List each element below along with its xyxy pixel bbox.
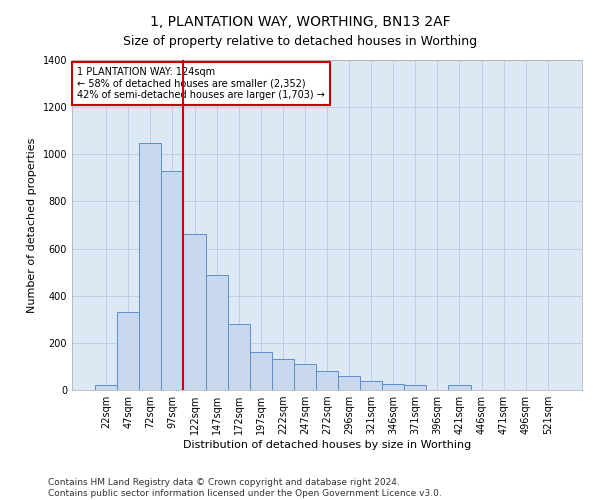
Bar <box>448 386 470 390</box>
Y-axis label: Number of detached properties: Number of detached properties <box>27 138 37 312</box>
Bar <box>139 142 161 390</box>
Text: Contains HM Land Registry data © Crown copyright and database right 2024.
Contai: Contains HM Land Registry data © Crown c… <box>48 478 442 498</box>
Text: 1 PLANTATION WAY: 124sqm
← 58% of detached houses are smaller (2,352)
42% of sem: 1 PLANTATION WAY: 124sqm ← 58% of detach… <box>77 66 325 100</box>
Bar <box>360 380 382 390</box>
Bar <box>161 171 184 390</box>
Bar <box>184 234 206 390</box>
Bar <box>95 386 117 390</box>
Bar <box>206 274 227 390</box>
Bar <box>294 364 316 390</box>
Bar <box>316 371 338 390</box>
Bar <box>272 360 294 390</box>
Bar <box>382 384 404 390</box>
Bar <box>250 352 272 390</box>
X-axis label: Distribution of detached houses by size in Worthing: Distribution of detached houses by size … <box>183 440 471 450</box>
Bar <box>227 324 250 390</box>
Bar <box>338 376 360 390</box>
Text: Size of property relative to detached houses in Worthing: Size of property relative to detached ho… <box>123 35 477 48</box>
Bar <box>404 386 427 390</box>
Text: 1, PLANTATION WAY, WORTHING, BN13 2AF: 1, PLANTATION WAY, WORTHING, BN13 2AF <box>149 15 451 29</box>
Bar <box>117 312 139 390</box>
